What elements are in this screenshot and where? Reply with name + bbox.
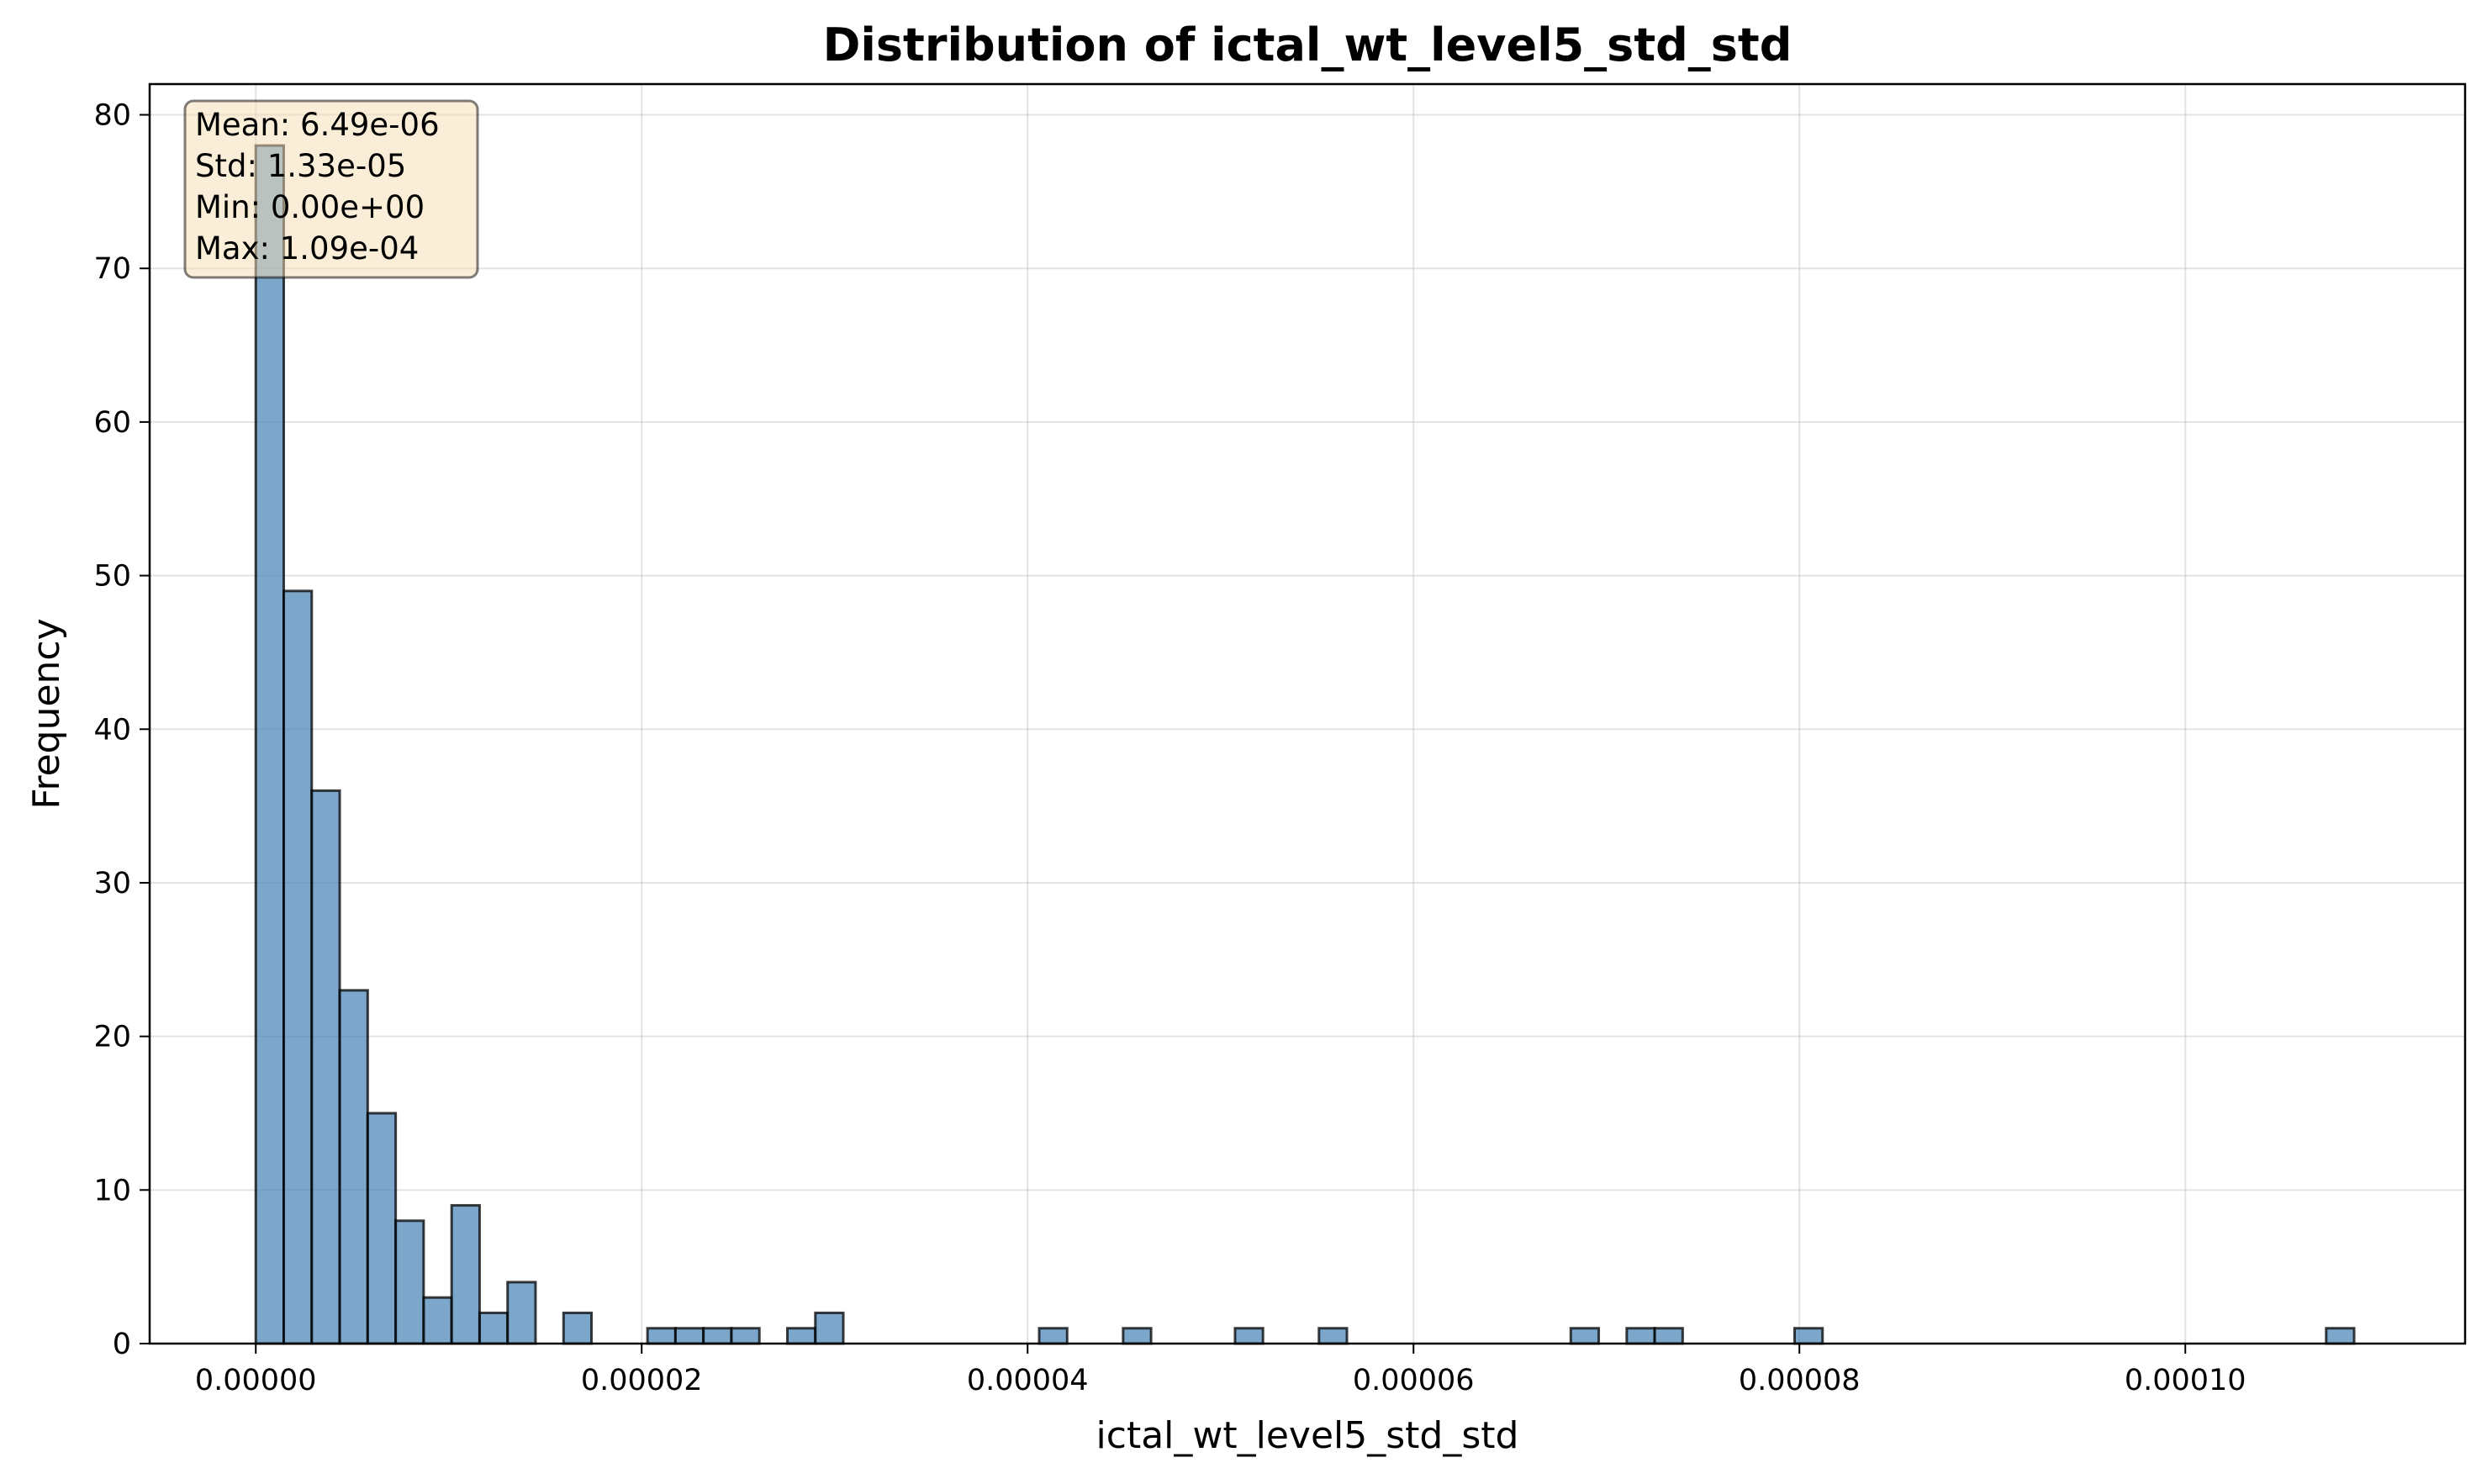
y-tick-label: 0	[113, 1328, 131, 1361]
stats-box-background	[183, 99, 479, 279]
x-tick-label: 0.00004	[967, 1364, 1089, 1397]
histogram-bar	[1122, 1327, 1153, 1345]
histogram-bar	[646, 1327, 677, 1345]
histogram-bar	[1037, 1327, 1069, 1345]
y-axis-label: Frequency	[25, 618, 68, 809]
histogram-bar	[562, 1311, 594, 1345]
histogram-bar	[1625, 1327, 1656, 1345]
y-tick-label: 70	[93, 252, 131, 286]
histogram-bar	[1792, 1327, 1824, 1345]
x-tick-label: 0.00008	[1739, 1364, 1861, 1397]
x-axis-label: ictal_wt_level5_std_std	[1096, 1414, 1519, 1457]
histogram-bar	[1317, 1327, 1349, 1345]
stats-std: Std: 1.33e-05	[195, 148, 406, 184]
histogram-bar	[785, 1327, 817, 1345]
chart-title: Distribution of ictal_wt_level5_std_std	[823, 18, 1792, 71]
y-tick-label: 50	[93, 560, 131, 594]
x-tick-label: 0.00006	[1353, 1364, 1475, 1397]
histogram-bar	[673, 1327, 705, 1345]
histogram-bar	[506, 1281, 537, 1345]
histogram-bar	[422, 1296, 453, 1345]
histogram-bar	[1653, 1327, 1684, 1345]
histogram-bars	[254, 144, 2356, 1345]
histogram-bar	[702, 1327, 733, 1345]
y-tick-label: 20	[93, 1021, 131, 1054]
plot-frame	[148, 82, 2467, 1345]
histogram-bar	[2325, 1327, 2356, 1345]
y-tick-label: 80	[93, 99, 131, 133]
x-tick-label: 0.00002	[581, 1364, 703, 1397]
y-tick-label: 10	[93, 1174, 131, 1207]
histogram-bar	[1569, 1327, 1601, 1345]
grid	[150, 84, 2465, 1344]
stats-max: Max: 1.09e-04	[195, 230, 419, 267]
stats-box: Mean: 6.49e-06 Std: 1.33e-05 Min: 0.00e+…	[183, 99, 479, 279]
histogram-bar	[394, 1219, 425, 1345]
histogram-bar	[814, 1311, 845, 1345]
y-tick-label: 40	[93, 713, 131, 747]
stats-mean: Mean: 6.49e-06	[195, 107, 440, 143]
y-tick-label: 30	[93, 867, 131, 900]
x-tick-label: 0.00000	[195, 1364, 317, 1397]
histogram-bar	[1233, 1327, 1264, 1345]
histogram-bar	[254, 144, 286, 1345]
stats-min: Min: 0.00e+00	[195, 189, 425, 225]
histogram-bar	[450, 1204, 481, 1345]
histogram-bar	[730, 1327, 761, 1345]
histogram-bar	[338, 989, 369, 1345]
y-tick-label: 60	[93, 406, 131, 440]
histogram-bar	[478, 1311, 509, 1345]
histogram-bar	[282, 589, 314, 1345]
histogram-bar	[366, 1112, 398, 1345]
histogram-bar	[310, 789, 341, 1345]
axis-ticks: 0.00000 0.00002 0.00004 0.00006 0.00008 0.000…	[93, 99, 2246, 1397]
x-tick-label: 0.00010	[2125, 1364, 2246, 1397]
